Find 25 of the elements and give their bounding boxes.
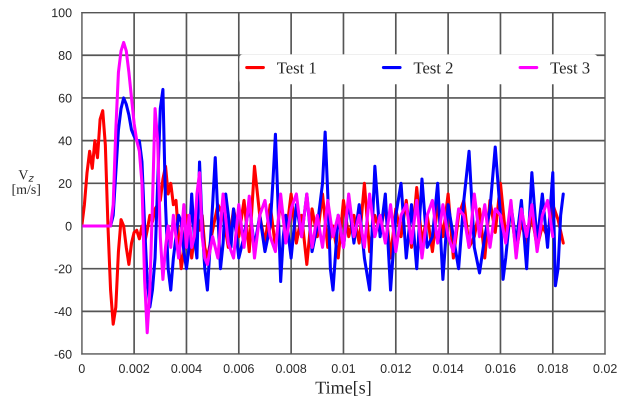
x-tick-label: 0.004 [171,364,202,373]
y-tick-label: 20 [58,179,72,188]
y-axis-title: V$_{z}$ [m/s] [12,170,40,196]
legend-label: Test 2 [414,62,453,74]
y-tick-label: -60 [54,350,72,359]
y-tick-label: -20 [54,264,72,274]
y-tick-label: 0 [66,222,72,231]
legend-label: Test 3 [550,62,590,74]
x-tick-label: 0 [78,364,85,373]
y-tick-label: 60 [58,94,72,103]
x-tick-label: 0.02 [593,364,617,373]
y-tick-label: 80 [58,51,72,60]
x-tick-label: 0.006 [224,364,254,373]
x-tick-label: 0.018 [538,364,568,373]
y-tick-label: 100 [52,8,72,18]
legend-label: Test 1 [277,62,316,74]
y-tick-label: -40 [54,307,72,316]
x-axis-title: Time[s] [316,380,370,396]
x-tick-label: 0.002 [118,364,150,373]
x-tick-label: 0.012 [380,364,411,373]
x-tick-label: 0.01 [332,364,356,373]
x-tick-label: 0.014 [432,364,464,373]
x-tick-label: 0.016 [485,364,516,373]
y-tick-label: 40 [58,136,72,146]
x-tick-label: 0.008 [276,364,306,373]
